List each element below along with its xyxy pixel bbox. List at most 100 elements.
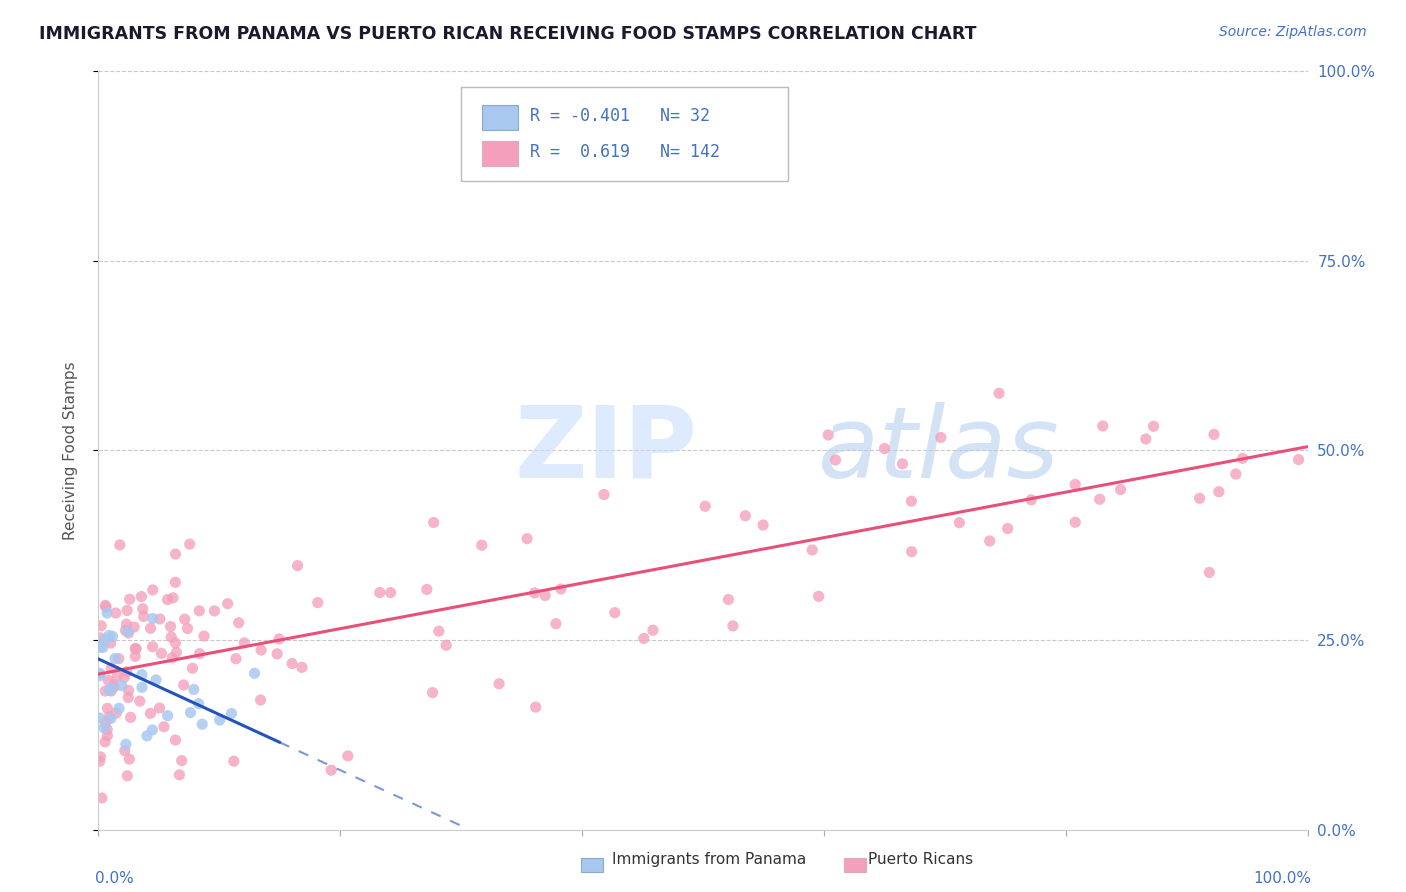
Point xyxy=(160,651,183,665)
Point xyxy=(165,636,187,650)
Bar xyxy=(482,141,517,166)
Bar xyxy=(482,104,517,129)
Text: atlas: atlas xyxy=(818,402,1060,499)
Point xyxy=(112,670,135,684)
Point xyxy=(165,547,187,561)
Y-axis label: Receiving Food Stamps: Receiving Food Stamps xyxy=(63,361,77,540)
Point xyxy=(1288,452,1310,467)
Point xyxy=(416,582,439,597)
Point xyxy=(139,621,162,635)
Point xyxy=(120,710,142,724)
Point xyxy=(929,430,952,444)
Point xyxy=(633,632,655,646)
Point xyxy=(136,729,159,743)
Text: 100.0%: 100.0% xyxy=(1253,871,1312,887)
Point xyxy=(89,668,111,682)
Point xyxy=(948,516,970,530)
Point xyxy=(117,769,139,783)
Point xyxy=(988,386,1011,401)
Point xyxy=(124,649,146,664)
Point xyxy=(179,537,201,551)
Point xyxy=(281,657,304,671)
Point xyxy=(131,590,153,604)
Point xyxy=(891,457,914,471)
Point xyxy=(544,616,567,631)
Point xyxy=(89,631,111,645)
Point xyxy=(114,624,136,638)
Point xyxy=(593,487,616,501)
Point xyxy=(228,615,250,630)
Point xyxy=(233,636,256,650)
Point xyxy=(422,686,444,700)
Point xyxy=(1202,427,1225,442)
Point xyxy=(817,428,839,442)
Point xyxy=(98,710,121,724)
Point xyxy=(94,599,117,613)
Point xyxy=(243,666,266,681)
Point xyxy=(96,723,118,737)
Point xyxy=(1109,483,1132,497)
Point xyxy=(111,679,134,693)
Point xyxy=(117,690,139,705)
Point xyxy=(100,711,122,725)
Point xyxy=(188,647,211,661)
Text: R =  0.619   N= 142: R = 0.619 N= 142 xyxy=(530,144,720,161)
Point xyxy=(117,624,139,639)
Point xyxy=(115,603,138,617)
Point xyxy=(124,641,146,656)
Point xyxy=(139,706,162,721)
Point xyxy=(1091,419,1114,434)
Point xyxy=(1135,432,1157,446)
Point xyxy=(717,592,740,607)
Point xyxy=(269,632,291,646)
Point xyxy=(100,681,122,696)
Point xyxy=(97,628,120,642)
Point xyxy=(89,711,111,725)
Point xyxy=(117,683,139,698)
Point xyxy=(249,693,271,707)
Point xyxy=(165,645,187,659)
Point xyxy=(165,733,187,747)
Point xyxy=(104,651,127,665)
Point xyxy=(131,667,153,681)
Point xyxy=(208,713,231,727)
Point xyxy=(550,582,572,596)
Point xyxy=(89,640,111,654)
Point xyxy=(89,666,111,681)
Point xyxy=(162,591,184,605)
Point xyxy=(94,600,117,615)
Point xyxy=(434,638,457,652)
Point xyxy=(1208,484,1230,499)
Point xyxy=(380,585,402,599)
Point xyxy=(101,629,124,643)
Point xyxy=(156,708,179,723)
Point xyxy=(221,706,243,721)
Point xyxy=(191,717,214,731)
Point xyxy=(266,647,288,661)
Point xyxy=(900,544,922,558)
Point xyxy=(169,768,191,782)
Point xyxy=(165,575,187,590)
Point xyxy=(193,629,215,643)
Point xyxy=(105,669,128,683)
Point xyxy=(422,516,444,530)
Point xyxy=(183,682,205,697)
Point xyxy=(98,683,121,698)
Point xyxy=(125,641,148,656)
Point xyxy=(145,673,167,687)
Point xyxy=(148,701,170,715)
Point xyxy=(128,694,150,708)
Point xyxy=(141,723,163,737)
Text: R = -0.401   N= 32: R = -0.401 N= 32 xyxy=(530,107,710,125)
Point xyxy=(336,748,359,763)
Point xyxy=(471,538,494,552)
Point xyxy=(153,720,176,734)
Point xyxy=(100,636,122,650)
Point xyxy=(900,494,922,508)
Point xyxy=(94,684,117,698)
Point xyxy=(93,721,115,735)
Point xyxy=(307,596,329,610)
Point xyxy=(117,626,139,640)
Text: Immigrants from Panama: Immigrants from Panama xyxy=(612,852,806,867)
Point xyxy=(368,585,391,599)
